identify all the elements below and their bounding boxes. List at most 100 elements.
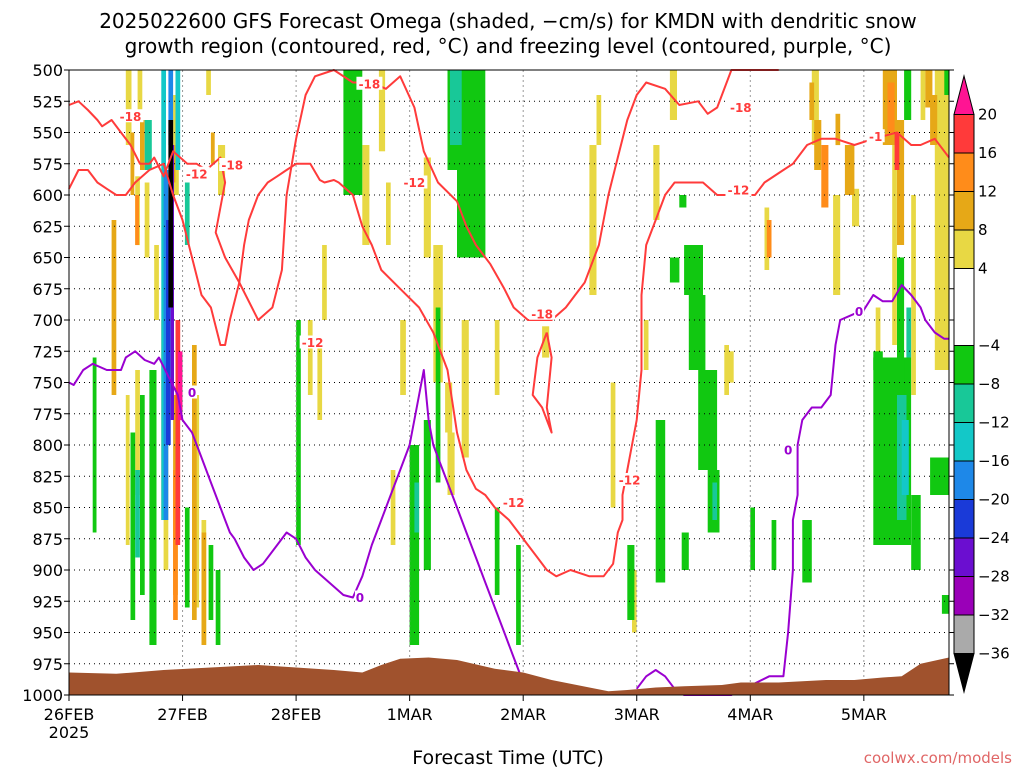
x-axis-title: Forecast Time (UTC)	[412, 747, 603, 768]
omega-cell	[844, 145, 855, 195]
x-tick-label: 28FEB	[271, 705, 322, 724]
colorbar-swatch	[953, 268, 975, 346]
omega-cell	[343, 70, 363, 195]
contour-label: 0	[356, 591, 364, 605]
omega-shading	[92, 70, 949, 645]
temperature-contours: -18 -18 -18 -18 -18 -12 -12 -12 -12 -12 -12 -1 0 0 0 0	[68, 69, 950, 696]
colorbar-label: −24	[978, 529, 1010, 547]
contour-label: -12	[728, 184, 750, 198]
omega-cell	[461, 320, 469, 458]
omega-cell	[423, 420, 431, 570]
contour-label: -12	[186, 167, 208, 181]
omega-cell	[684, 245, 703, 295]
omega-cell	[809, 82, 815, 120]
contour-line	[531, 332, 553, 434]
omega-cell	[766, 220, 772, 258]
omega-cell	[655, 420, 666, 583]
omega-cell	[494, 320, 500, 395]
y-tick-label: 975	[32, 655, 63, 674]
colorbar-swatch	[953, 229, 975, 269]
omega-cell	[140, 120, 145, 170]
omega-cell	[887, 82, 895, 133]
colorbar: 20 16 12 8 4 −4 −8 −12 −16 −20 −24 −28 −32 −36	[953, 74, 1010, 694]
x-tick-label: 1MAR	[387, 705, 433, 724]
colorbar-swatch	[953, 74, 975, 115]
colorbar-label: −20	[978, 491, 1010, 509]
omega-cell	[184, 182, 190, 245]
omega-cell	[589, 145, 597, 295]
contour-label: 0	[784, 444, 792, 458]
omega-cell	[184, 507, 190, 608]
omega-cell	[814, 120, 822, 170]
colorbar-label: 4	[978, 260, 988, 278]
omega-cell	[681, 532, 689, 570]
contour-label: -18	[359, 77, 381, 91]
omega-cell	[166, 220, 171, 445]
x-tick-label: 5MAR	[841, 705, 887, 724]
omega-cell	[643, 320, 649, 370]
omega-cell	[596, 95, 602, 145]
y-tick-label: 775	[32, 405, 63, 424]
omega-cell	[445, 382, 453, 433]
y-tick-label: 750	[32, 374, 63, 393]
colorbar-swatch	[953, 537, 975, 577]
x-tick-label: 2MAR	[500, 705, 546, 724]
colorbar-label: −4	[978, 337, 1000, 355]
y-tick-label: 825	[32, 467, 63, 486]
omega-cell	[875, 307, 881, 395]
colorbar-label: −12	[978, 414, 1010, 432]
colorbar-label: −8	[978, 375, 1000, 393]
contour-label: -18	[120, 110, 142, 124]
omega-cell	[206, 70, 211, 95]
omega-cell	[925, 70, 933, 108]
contour-label-bg	[725, 183, 752, 196]
x-tick-sublabel: 2025	[49, 723, 90, 742]
omega-cell	[135, 195, 139, 245]
omega-cell	[130, 132, 135, 195]
contour-label-bg	[401, 175, 428, 189]
omega-cell	[149, 370, 157, 645]
colorbar-label: 8	[978, 221, 988, 239]
x-tick-label: 27FEB	[157, 705, 208, 724]
contour-label-bg	[183, 166, 210, 180]
omega-cell	[177, 351, 183, 421]
omega-cell	[669, 257, 680, 283]
omega-cell	[852, 188, 860, 227]
omega-cell	[208, 545, 214, 620]
pressure-axis: 500 525 550 575 600 625 650 675 700 725 750 775 800 8…	[22, 61, 954, 705]
omega-cell	[653, 145, 660, 220]
contour-label-bg	[187, 385, 198, 399]
colorbar-swatch	[953, 422, 975, 462]
contour-label: -18	[531, 307, 553, 321]
omega-cell	[135, 470, 140, 558]
colorbar-swatch	[953, 460, 975, 500]
omega-cell	[435, 307, 441, 483]
omega-cell	[750, 507, 755, 570]
colorbar-label: −28	[978, 568, 1010, 586]
omega-cell	[296, 320, 301, 545]
colorbar-label: 12	[978, 183, 997, 201]
omega-cell	[130, 432, 136, 620]
y-tick-label: 800	[32, 436, 63, 455]
grid-lines	[69, 70, 949, 695]
colorbar-label: −32	[978, 606, 1010, 624]
contour-label-bg	[356, 76, 383, 90]
colorbar-swatch	[953, 499, 975, 539]
omega-cell	[542, 326, 550, 358]
contour-label-bg	[727, 100, 754, 114]
omega-cell	[192, 345, 197, 620]
contour-label-bg	[616, 473, 643, 486]
omega-cell	[125, 395, 130, 545]
omega-cell	[111, 220, 117, 395]
y-tick-label: 625	[32, 217, 63, 236]
x-tick-label: 4MAR	[727, 705, 773, 724]
contour-label: -12	[503, 496, 525, 510]
omega-cell	[911, 195, 916, 395]
contour-label: -18	[730, 101, 752, 115]
omega-cell	[669, 70, 677, 120]
chart-title-line1: 2025022600 GFS Forecast Omega (shaded, −…	[99, 9, 917, 33]
omega-cell	[386, 182, 391, 245]
y-tick-label: 725	[32, 342, 63, 361]
chart-title-line2: growth region (contoured, red, °C) and f…	[125, 34, 892, 58]
